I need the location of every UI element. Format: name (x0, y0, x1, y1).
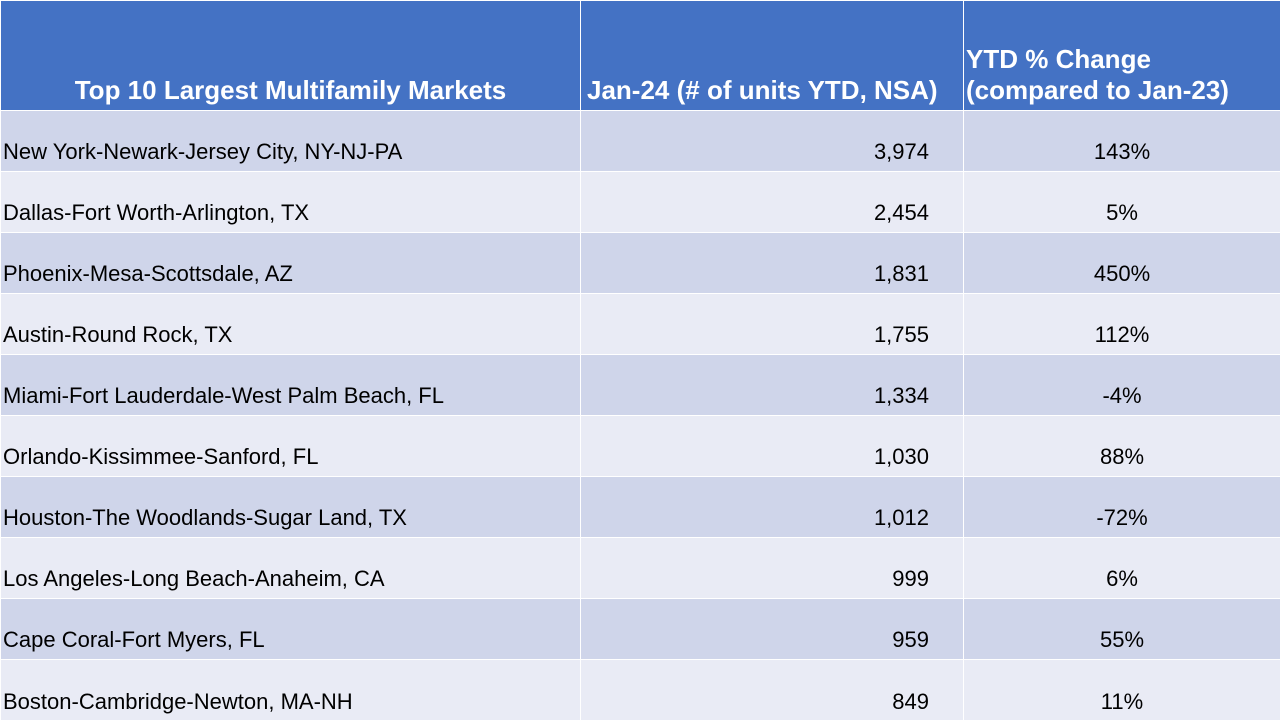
ytd-change-cell: 143% (963, 110, 1280, 172)
table-row: Miami-Fort Lauderdale-West Palm Beach, F… (0, 354, 1280, 416)
units-cell: 2,454 (580, 171, 964, 233)
header-ytd-change-line1: YTD % Change (966, 44, 1151, 74)
ytd-change-cell: 112% (963, 293, 1280, 355)
table-row: Phoenix-Mesa-Scottsdale, AZ 1,831 450% (0, 232, 1280, 294)
market-cell: Boston-Cambridge-Newton, MA-NH (0, 659, 581, 720)
units-cell: 1,755 (580, 293, 964, 355)
market-cell: Los Angeles-Long Beach-Anaheim, CA (0, 537, 581, 599)
units-cell: 1,831 (580, 232, 964, 294)
market-cell: Phoenix-Mesa-Scottsdale, AZ (0, 232, 581, 294)
units-cell: 1,030 (580, 415, 964, 477)
header-units: Jan-24 (# of units YTD, NSA) (580, 0, 964, 111)
header-ytd-change-line2: (compared to Jan-23) (966, 75, 1229, 105)
ytd-change-cell: 450% (963, 232, 1280, 294)
units-cell: 999 (580, 537, 964, 599)
ytd-change-cell: 88% (963, 415, 1280, 477)
market-cell: Miami-Fort Lauderdale-West Palm Beach, F… (0, 354, 581, 416)
units-cell: 1,012 (580, 476, 964, 538)
market-cell: New York-Newark-Jersey City, NY-NJ-PA (0, 110, 581, 172)
table-row: Boston-Cambridge-Newton, MA-NH 849 11% (0, 659, 1280, 720)
header-ytd-change: YTD % Change (compared to Jan-23) (963, 0, 1280, 111)
units-cell: 1,334 (580, 354, 964, 416)
market-cell: Austin-Round Rock, TX (0, 293, 581, 355)
units-cell: 959 (580, 598, 964, 660)
table-row: Cape Coral-Fort Myers, FL 959 55% (0, 598, 1280, 660)
market-cell: Orlando-Kissimmee-Sanford, FL (0, 415, 581, 477)
table-row: Los Angeles-Long Beach-Anaheim, CA 999 6% (0, 537, 1280, 599)
ytd-change-cell: 11% (963, 659, 1280, 720)
table-row: Orlando-Kissimmee-Sanford, FL 1,030 88% (0, 415, 1280, 477)
ytd-change-cell: 6% (963, 537, 1280, 599)
ytd-change-cell: 55% (963, 598, 1280, 660)
market-cell: Dallas-Fort Worth-Arlington, TX (0, 171, 581, 233)
ytd-change-cell: 5% (963, 171, 1280, 233)
table-row: New York-Newark-Jersey City, NY-NJ-PA 3,9… (0, 110, 1280, 172)
table-row: Houston-The Woodlands-Sugar Land, TX 1,01… (0, 476, 1280, 538)
market-cell: Houston-The Woodlands-Sugar Land, TX (0, 476, 581, 538)
header-row: Top 10 Largest Multifamily Markets Jan-2… (0, 0, 1280, 111)
units-cell: 849 (580, 659, 964, 720)
header-markets: Top 10 Largest Multifamily Markets (0, 0, 581, 111)
ytd-change-cell: -4% (963, 354, 1280, 416)
units-cell: 3,974 (580, 110, 964, 172)
market-cell: Cape Coral-Fort Myers, FL (0, 598, 581, 660)
ytd-change-cell: -72% (963, 476, 1280, 538)
table-body: New York-Newark-Jersey City, NY-NJ-PA 3,9… (0, 110, 1280, 720)
table-row: Dallas-Fort Worth-Arlington, TX 2,454 5% (0, 171, 1280, 233)
table-row: Austin-Round Rock, TX 1,755 112% (0, 293, 1280, 355)
